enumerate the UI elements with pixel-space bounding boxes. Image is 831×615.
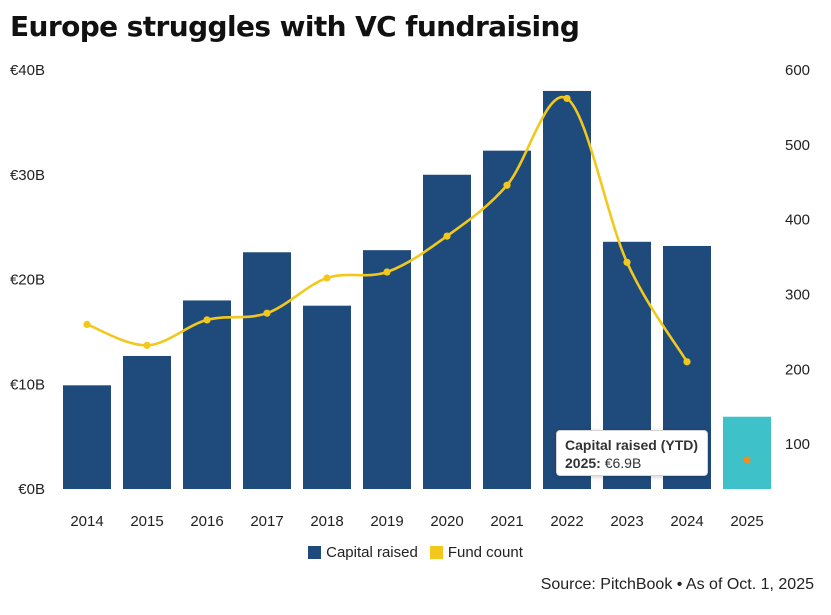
legend-label-fund: Fund count <box>447 544 523 561</box>
y-right-tick-label: 500 <box>785 137 810 154</box>
fund-count-line <box>85 95 689 364</box>
bar-2016 <box>183 300 231 489</box>
fund-count-point-2024 <box>683 358 691 366</box>
y-axis-right: 100 200 300 400 500 600 <box>785 62 810 453</box>
y-right-tick-label: 400 <box>785 212 810 229</box>
line-series-fund-count <box>83 94 691 366</box>
y-right-tick-label: 100 <box>785 436 810 453</box>
x-tick-label-2022: 2022 <box>550 513 583 530</box>
fund-count-point-2016 <box>203 316 211 324</box>
bar-2017 <box>243 252 291 489</box>
bar-2022 <box>543 90 591 489</box>
bar-series-capital-raised <box>63 90 771 489</box>
y-left-tick-label: €10B <box>10 376 45 393</box>
bar-2020 <box>423 174 471 489</box>
bar-2015 <box>123 355 171 489</box>
fund-count-point-2015 <box>143 341 151 349</box>
x-tick-label-2020: 2020 <box>430 513 463 530</box>
x-tick-label-2018: 2018 <box>310 513 343 530</box>
y-right-tick-label: 300 <box>785 286 810 303</box>
legend: Capital raised Fund count <box>0 544 831 561</box>
source-note: Source: PitchBook • As of Oct. 1, 2025 <box>540 576 814 593</box>
fund-count-point-2014 <box>83 320 91 328</box>
chart-title: Europe struggles with VC fundraising <box>10 10 580 43</box>
tooltip-year: 2025: <box>565 455 601 471</box>
bar-2014 <box>63 385 111 489</box>
bar-2021 <box>483 150 531 489</box>
x-tick-label-2017: 2017 <box>250 513 283 530</box>
x-tick-label-2023: 2023 <box>610 513 643 530</box>
y-left-tick-label: €30B <box>10 167 45 184</box>
legend-label-capital: Capital raised <box>326 544 418 561</box>
legend-swatch-capital <box>308 546 322 559</box>
x-tick-label-2021: 2021 <box>490 513 523 530</box>
y-left-tick-label: €40B <box>10 62 45 79</box>
legend-item-capital-raised[interactable]: Capital raised <box>308 544 418 561</box>
bar-2019 <box>363 250 411 489</box>
bar-2025 <box>723 416 771 489</box>
y-axis-left: €0B €10B €20B €30B €40B <box>10 62 45 498</box>
x-tick-label-2015: 2015 <box>130 513 163 530</box>
y-right-tick-label: 600 <box>785 62 810 79</box>
fund-count-point-2022 <box>563 94 571 103</box>
x-tick-label-2024: 2024 <box>670 513 703 530</box>
tooltip: Capital raised (YTD) 2025: €6.9B <box>556 430 708 476</box>
tooltip-value-row: 2025: €6.9B <box>565 454 699 472</box>
x-tick-label-2016: 2016 <box>190 513 223 530</box>
y-left-tick-label: €20B <box>10 272 45 289</box>
y-left-tick-label: €0B <box>18 481 45 498</box>
x-tick-label-2025: 2025 <box>730 513 763 530</box>
fund-count-point-2021 <box>503 181 511 189</box>
y-right-tick-label: 200 <box>785 361 810 378</box>
x-axis: 2014 2015 2016 2017 2018 2019 2020 2021 2022 2023… <box>70 513 763 530</box>
fund-count-point-2018 <box>323 274 331 282</box>
x-tick-label-2014: 2014 <box>70 513 103 530</box>
bar-2018 <box>303 305 351 489</box>
highlight-marker <box>743 456 751 464</box>
legend-item-fund-count[interactable]: Fund count <box>429 544 523 561</box>
fund-count-point-2019 <box>383 268 391 276</box>
legend-swatch-fund <box>429 546 443 559</box>
fund-count-point-2020 <box>443 232 451 240</box>
fund-count-point-2017 <box>263 309 271 317</box>
tooltip-value: €6.9B <box>604 455 642 471</box>
x-tick-label-2019: 2019 <box>370 513 403 530</box>
fund-count-point-2023 <box>623 258 631 266</box>
tooltip-title: Capital raised (YTD) <box>565 437 699 453</box>
